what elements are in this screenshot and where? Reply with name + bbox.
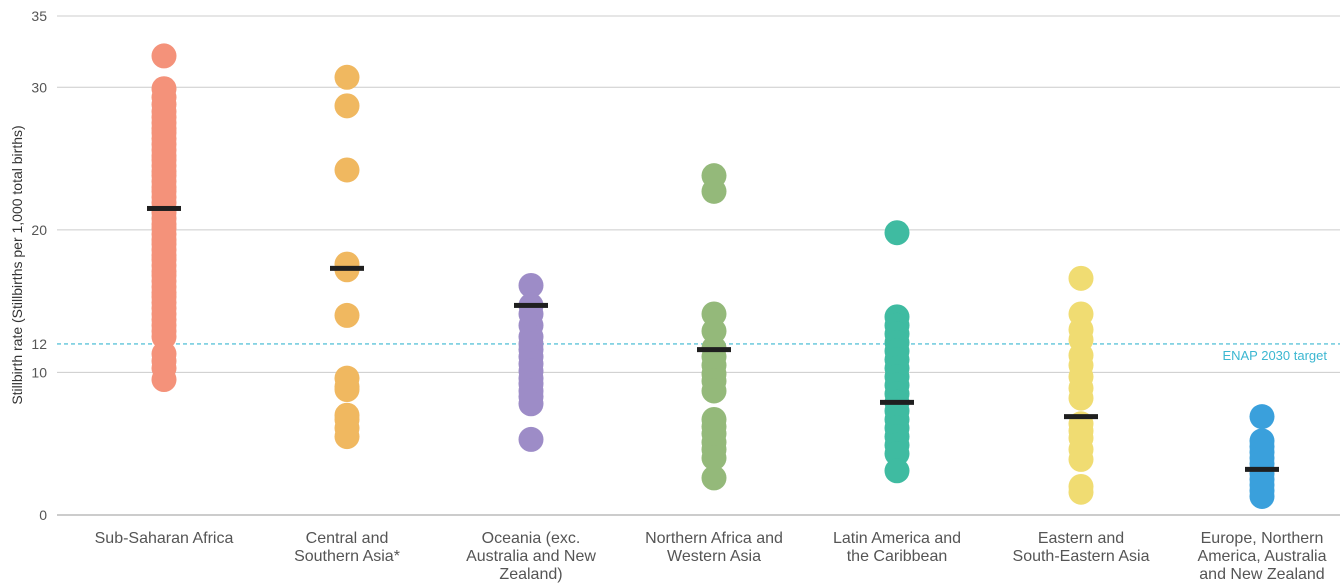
median-marker <box>330 265 364 271</box>
data-point <box>701 301 727 327</box>
data-point <box>518 426 544 452</box>
gridlines <box>57 15 1340 516</box>
category-label: Europe, Northern <box>1201 530 1324 547</box>
category-label: Zealand) <box>499 566 562 583</box>
data-point <box>701 465 727 491</box>
category-label: America, Australia <box>1198 548 1327 565</box>
data-point <box>1068 265 1094 291</box>
category-label: Australia and New <box>466 548 596 565</box>
data-point <box>701 445 727 471</box>
category-label: South-Eastern Asia <box>1013 548 1150 565</box>
data-point <box>701 318 727 344</box>
data-point <box>1249 483 1275 509</box>
median-marker <box>697 347 731 353</box>
median-marker <box>514 302 548 308</box>
data-point <box>334 424 360 450</box>
reference-line-group: ENAP 2030 target <box>57 343 1340 363</box>
median-marker <box>880 399 914 405</box>
data-point <box>701 178 727 204</box>
median-markers <box>147 205 1279 472</box>
data-points <box>151 43 1275 509</box>
y-tick-label: 30 <box>31 79 47 95</box>
category-label: Northern Africa and <box>645 530 783 547</box>
category-label: Central and <box>306 530 389 547</box>
y-tick-label: 35 <box>31 8 47 24</box>
data-point <box>334 93 360 119</box>
data-point <box>151 324 177 350</box>
y-tick-label: 0 <box>39 507 47 523</box>
y-axis-ticks: 0 10 12 20 30 35 <box>31 8 47 523</box>
category-label: Sub-Saharan Africa <box>95 530 234 547</box>
data-point <box>884 220 910 246</box>
data-point <box>1068 385 1094 411</box>
enap-target-label: ENAP 2030 target <box>1222 348 1327 363</box>
category-label: and New Zealand <box>1199 566 1324 583</box>
category-label: Oceania (exc. <box>482 530 581 547</box>
data-point <box>884 441 910 467</box>
category-label: Southern Asia* <box>294 548 400 565</box>
y-tick-label: 10 <box>31 364 47 380</box>
median-marker <box>147 205 181 211</box>
y-tick-label: 20 <box>31 222 47 238</box>
data-point <box>1068 479 1094 505</box>
y-tick-label: 12 <box>31 336 47 352</box>
data-point <box>1068 446 1094 472</box>
data-point <box>884 458 910 484</box>
data-point <box>518 391 544 417</box>
data-point <box>151 43 177 69</box>
data-point <box>151 367 177 393</box>
category-label: Eastern and <box>1038 530 1124 547</box>
data-point <box>1249 404 1275 430</box>
data-point <box>518 272 544 298</box>
data-point <box>334 64 360 90</box>
category-label: Latin America and <box>833 530 961 547</box>
category-label: the Caribbean <box>847 548 948 565</box>
median-marker <box>1064 414 1098 420</box>
y-axis-label: Stillbirth rate (Stillbirths per 1,000 t… <box>9 125 25 404</box>
median-marker <box>1245 466 1279 472</box>
data-point <box>334 377 360 403</box>
data-point <box>701 378 727 404</box>
data-point <box>334 157 360 183</box>
data-point <box>334 302 360 328</box>
category-label: Western Asia <box>667 548 761 565</box>
